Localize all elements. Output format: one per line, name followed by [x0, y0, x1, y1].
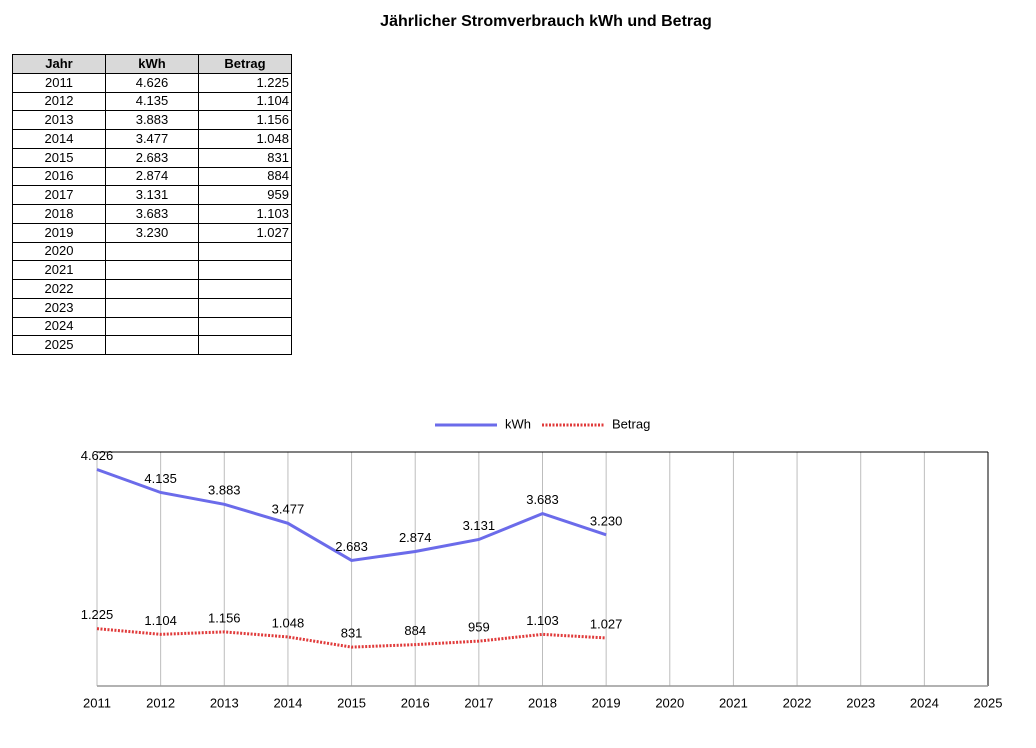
- table-row: 2022: [12, 279, 292, 299]
- data-label: 1.048: [272, 615, 305, 630]
- table-row: 2019 3.230 1.027: [12, 222, 292, 243]
- x-tick-label: 2020: [655, 695, 684, 710]
- data-label: 1.027: [590, 616, 623, 631]
- table-row: 2021: [12, 260, 292, 280]
- x-tick-label: 2018: [528, 695, 557, 710]
- data-label: 3.683: [526, 492, 559, 507]
- series-line: [96, 468, 607, 562]
- table-cell: 1.225: [198, 72, 292, 93]
- data-label: 2.874: [399, 530, 432, 545]
- data-label: 3.477: [272, 502, 305, 517]
- table-cell: 2017: [12, 185, 106, 205]
- table-cell: 2012: [12, 91, 106, 112]
- x-tick-label: 2012: [146, 695, 175, 710]
- x-tick-label: 2013: [210, 695, 239, 710]
- table-row: 2016 2.874 884: [12, 166, 292, 187]
- table-row: 2025: [12, 335, 292, 355]
- table-cell: 2023: [12, 297, 106, 318]
- x-tick-label: 2017: [464, 695, 493, 710]
- table-row: 2011 4.626 1.225: [12, 72, 292, 93]
- table-row: 2012 4.135 1.104: [12, 91, 292, 112]
- title: Jährlicher Stromverbrauch kWh und Betrag: [380, 13, 712, 30]
- data-label: 884: [404, 623, 426, 638]
- header-row: Jahr kWh Betrag: [12, 54, 292, 74]
- data-label: 2.683: [335, 539, 368, 554]
- table-cell: 2019: [12, 222, 106, 243]
- table-row: 2015 2.683 831: [12, 147, 292, 168]
- x-tick-label: 2023: [846, 695, 875, 710]
- table-cell: 1.103: [198, 204, 292, 224]
- table-cell: 2011: [12, 72, 106, 93]
- data-label: 3.131: [463, 518, 496, 533]
- x-tick-label: 2024: [910, 695, 939, 710]
- table-cell: 2016: [12, 166, 106, 187]
- data-label: 3.230: [590, 513, 623, 528]
- series-line: [96, 627, 607, 649]
- x-tick-label: 2011: [83, 695, 111, 710]
- table-cell: 2015: [12, 147, 106, 168]
- x-tick-label: 2015: [337, 695, 366, 710]
- legend-label: Betrag: [612, 416, 650, 431]
- data-label: 3.883: [208, 483, 241, 498]
- legend-label: kWh: [505, 416, 531, 431]
- table-cell: 3.131: [105, 185, 199, 205]
- data-label: 831: [341, 626, 363, 641]
- x-tick-label: 2022: [783, 695, 812, 710]
- x-tick-label: 2014: [273, 695, 302, 710]
- x-tick-label: 2021: [719, 695, 748, 710]
- table-row: 2024: [12, 316, 292, 337]
- data-label: 1.103: [526, 613, 559, 628]
- data-label: 1.104: [144, 613, 177, 628]
- table-row: 2017 3.131 959: [12, 185, 292, 205]
- data-label: 959: [468, 620, 490, 635]
- table-cell: 884: [198, 166, 292, 187]
- table-cell: 1.104: [198, 91, 292, 112]
- header-cell: Betrag: [198, 54, 292, 74]
- data-label: 4.626: [81, 448, 114, 463]
- header-cell: Jahr: [12, 54, 106, 74]
- table-cell: 4.626: [105, 72, 199, 93]
- data-label: 1.156: [208, 610, 241, 625]
- table-cell: [198, 335, 292, 355]
- data-table: Jahr kWh Betrag 2011 4.626 1.225 2012 4.135 1.10…: [12, 54, 292, 355]
- header-cell: kWh: [105, 54, 199, 74]
- table-cell: 1.027: [198, 222, 292, 243]
- table-row: 2023: [12, 297, 292, 318]
- x-tick-label: 2025: [974, 695, 1003, 710]
- data-label: 4.135: [144, 471, 177, 486]
- table-cell: 2025: [12, 335, 106, 355]
- table-row: 2020: [12, 241, 292, 262]
- x-tick-label: 2019: [592, 695, 621, 710]
- x-tick-label: 2016: [401, 695, 430, 710]
- data-label: 1.225: [81, 607, 114, 622]
- table-cell: 4.135: [105, 91, 199, 112]
